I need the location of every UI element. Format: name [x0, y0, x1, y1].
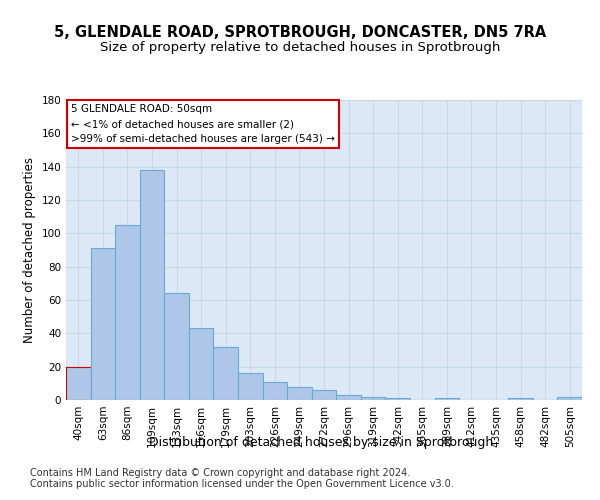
- Bar: [361, 396, 385, 400]
- Bar: [508, 398, 533, 400]
- Bar: [238, 374, 263, 400]
- Bar: [66, 366, 91, 400]
- Bar: [385, 398, 410, 400]
- Bar: [434, 398, 459, 400]
- Bar: [287, 386, 312, 400]
- Bar: [214, 346, 238, 400]
- Text: Size of property relative to detached houses in Sprotbrough: Size of property relative to detached ho…: [100, 41, 500, 54]
- Text: Contains public sector information licensed under the Open Government Licence v3: Contains public sector information licen…: [30, 479, 454, 489]
- Text: 5 GLENDALE ROAD: 50sqm
← <1% of detached houses are smaller (2)
>99% of semi-det: 5 GLENDALE ROAD: 50sqm ← <1% of detached…: [71, 104, 335, 144]
- Bar: [91, 248, 115, 400]
- Bar: [164, 294, 189, 400]
- Bar: [140, 170, 164, 400]
- Text: 5, GLENDALE ROAD, SPROTBROUGH, DONCASTER, DN5 7RA: 5, GLENDALE ROAD, SPROTBROUGH, DONCASTER…: [54, 25, 546, 40]
- Text: Contains HM Land Registry data © Crown copyright and database right 2024.: Contains HM Land Registry data © Crown c…: [30, 468, 410, 477]
- Y-axis label: Number of detached properties: Number of detached properties: [23, 157, 36, 343]
- Bar: [557, 396, 582, 400]
- Text: Distribution of detached houses by size in Sprotbrough: Distribution of detached houses by size …: [149, 436, 493, 449]
- Bar: [115, 225, 140, 400]
- Bar: [189, 328, 214, 400]
- Bar: [263, 382, 287, 400]
- Bar: [312, 390, 336, 400]
- Bar: [336, 395, 361, 400]
